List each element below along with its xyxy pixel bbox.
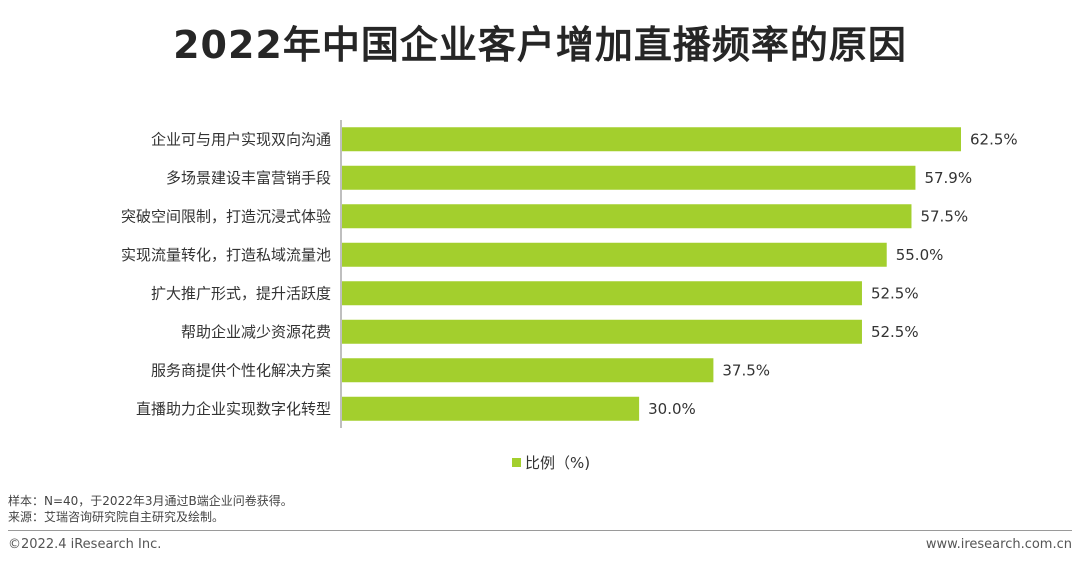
value-label: 52.5% bbox=[871, 284, 919, 302]
value-label: 30.0% bbox=[648, 400, 696, 418]
value-label: 55.0% bbox=[896, 246, 944, 264]
bar bbox=[342, 127, 961, 152]
footer-url: www.iresearch.com.cn bbox=[925, 537, 1072, 552]
value-label: 57.5% bbox=[920, 207, 968, 225]
footer-divider bbox=[8, 530, 1072, 531]
value-label: 57.9% bbox=[924, 169, 972, 187]
bar bbox=[342, 204, 912, 229]
bar bbox=[342, 242, 887, 267]
category-label: 直播助力企业实现数字化转型 bbox=[136, 400, 331, 418]
category-label: 帮助企业减少资源花费 bbox=[181, 323, 331, 341]
legend-label: 比例（%) bbox=[525, 454, 591, 472]
source-note: 来源：艾瑞咨询研究院自主研究及绘制。 bbox=[8, 510, 225, 524]
footer-copyright: ©2022.4 iResearch Inc. bbox=[8, 537, 162, 552]
legend-swatch bbox=[512, 458, 521, 467]
category-label: 扩大推广形式，提升活跃度 bbox=[151, 284, 331, 302]
chart-title: 2022年中国企业客户增加直播频率的原因 bbox=[173, 23, 907, 67]
bar bbox=[342, 319, 862, 344]
bar bbox=[342, 396, 640, 421]
bar bbox=[342, 358, 714, 383]
bar bbox=[342, 165, 916, 190]
legend: 比例（%) bbox=[512, 452, 590, 473]
category-label: 多场景建设丰富营销手段 bbox=[166, 169, 331, 187]
value-label: 52.5% bbox=[871, 323, 919, 341]
category-label: 企业可与用户实现双向沟通 bbox=[151, 130, 331, 148]
value-label: 62.5% bbox=[970, 130, 1018, 148]
category-label: 服务商提供个性化解决方案 bbox=[151, 361, 331, 379]
value-label: 37.5% bbox=[722, 361, 770, 379]
category-label: 突破空间限制，打造沉浸式体验 bbox=[121, 207, 331, 225]
bar bbox=[342, 281, 862, 306]
sample-note: 样本：N=40，于2022年3月通过B端企业问卷获得。 bbox=[8, 494, 293, 508]
category-label: 实现流量转化，打造私域流量池 bbox=[121, 246, 331, 264]
